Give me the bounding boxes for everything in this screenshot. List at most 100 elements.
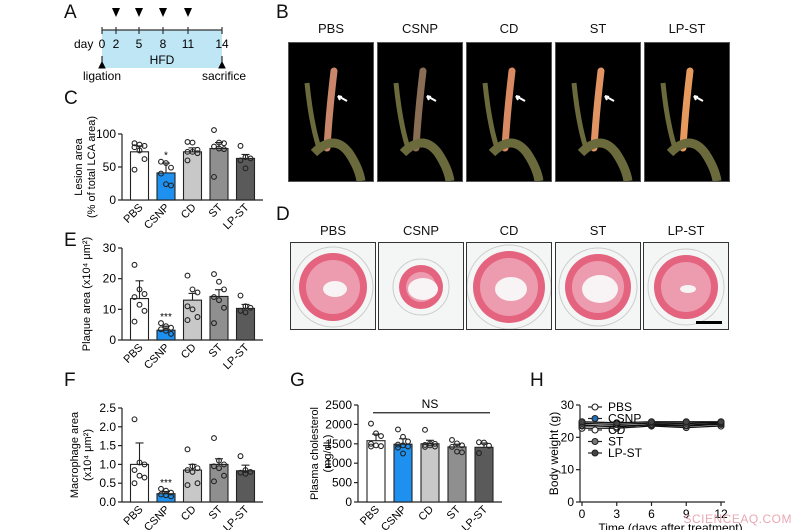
x-tick-label: 0 xyxy=(579,507,586,521)
data-point xyxy=(194,289,201,296)
data-point xyxy=(136,147,143,154)
y-tick-label: 0 xyxy=(109,333,116,347)
watermark: SCIENCEAQ.COM xyxy=(683,512,792,526)
data-point xyxy=(237,292,244,299)
data-point xyxy=(221,304,227,311)
bar-st xyxy=(209,147,229,201)
x-tick-label: LP-ST xyxy=(221,503,252,530)
x-tick-label: ST xyxy=(445,503,464,522)
data-point xyxy=(141,474,148,481)
hfd-label: HFD xyxy=(150,53,175,67)
y-tick-label: 0 xyxy=(109,193,116,207)
significance-marker: * xyxy=(164,151,168,162)
data-point xyxy=(158,170,164,177)
legend-label: CD xyxy=(608,423,626,437)
data-point xyxy=(158,158,164,165)
histology-section xyxy=(555,242,641,330)
vessel-photo xyxy=(555,42,641,182)
data-point xyxy=(189,306,196,313)
timeline-diagram: 0 2 5 8 11 14 day HFD ligation sacrifice xyxy=(74,8,246,83)
data-point xyxy=(237,142,244,149)
y-tick-label: 100 xyxy=(96,127,116,141)
photo-label: CSNP xyxy=(401,21,439,36)
data-point xyxy=(378,433,384,439)
data-point xyxy=(422,443,428,450)
y-axis-label: (% of total LCA area) xyxy=(86,116,98,218)
panel-label-a: A xyxy=(64,2,77,23)
y-tick-label: 1000 xyxy=(325,456,352,470)
data-point xyxy=(184,446,191,453)
arrow-icon xyxy=(426,95,437,102)
y-tick-label: 2500 xyxy=(325,398,352,412)
data-point xyxy=(216,278,222,285)
data-point xyxy=(189,139,196,146)
data-point xyxy=(184,272,191,279)
data-point xyxy=(136,301,143,308)
data-point xyxy=(247,468,254,475)
y-tick-label: 1500 xyxy=(325,437,352,451)
data-point xyxy=(378,443,384,450)
day-label: day xyxy=(74,37,93,51)
data-point xyxy=(454,440,460,447)
histology-label: ST xyxy=(589,223,607,238)
hfd-band xyxy=(102,30,222,68)
y-tick-label: 20 xyxy=(561,430,575,444)
legend-marker xyxy=(591,414,599,423)
histology-section xyxy=(466,242,552,330)
data-point xyxy=(211,463,217,470)
data-point xyxy=(131,144,138,151)
arrow-icon xyxy=(693,95,704,102)
legend-marker xyxy=(591,449,599,457)
y-tick-label: 10 xyxy=(561,463,575,477)
x-tick-label: CD xyxy=(179,504,199,524)
series-marker xyxy=(613,419,621,427)
data-point xyxy=(184,317,191,324)
y-axis-label: Lesion area xyxy=(73,137,85,195)
data-point xyxy=(422,426,428,433)
panel-label-g: G xyxy=(290,370,305,391)
data-point xyxy=(221,146,227,153)
data-point xyxy=(400,450,406,457)
data-point xyxy=(242,309,249,316)
y-tick-label: 0.0 xyxy=(99,495,116,509)
bar-pbs xyxy=(129,463,150,503)
treatment-arrowhead-icon xyxy=(159,8,167,17)
data-point xyxy=(141,156,148,163)
x-tick-label: 12 xyxy=(714,507,728,521)
data-point xyxy=(221,461,227,468)
y-tick-label: 2000 xyxy=(325,417,352,431)
data-point xyxy=(400,433,406,440)
photo-label: ST xyxy=(589,21,607,36)
data-point xyxy=(136,472,143,479)
x-tick-label: ST xyxy=(207,503,226,522)
histology-section xyxy=(643,242,729,330)
bar-st xyxy=(447,446,467,503)
data-point xyxy=(131,467,138,473)
vessel-photo xyxy=(466,42,552,182)
y-tick-label: 500 xyxy=(332,476,352,490)
day-tick-label: 11 xyxy=(182,37,195,51)
data-point xyxy=(237,157,244,164)
data-point xyxy=(486,442,492,449)
data-point xyxy=(449,443,455,450)
bar-pbs xyxy=(366,440,386,503)
data-point xyxy=(158,326,164,333)
x-tick-label: CD xyxy=(179,202,199,222)
data-point xyxy=(432,443,438,450)
data-point xyxy=(168,164,174,171)
x-tick-label: 9 xyxy=(683,507,690,521)
legend-label: LP-ST xyxy=(608,446,643,460)
data-point xyxy=(405,443,411,450)
arrow-icon xyxy=(604,95,615,102)
data-point xyxy=(481,439,487,446)
data-point xyxy=(211,173,217,180)
treatment-arrowhead-icon xyxy=(184,8,192,17)
bar-pbs xyxy=(129,151,150,201)
data-point xyxy=(221,472,227,479)
arrow-icon xyxy=(515,95,526,102)
data-point xyxy=(247,155,254,162)
photo-label: LP-ST xyxy=(668,21,706,36)
y-tick-label: 30 xyxy=(561,398,575,412)
y-axis-label: Body weight (g) xyxy=(547,412,561,495)
vessel-photo xyxy=(644,42,730,182)
